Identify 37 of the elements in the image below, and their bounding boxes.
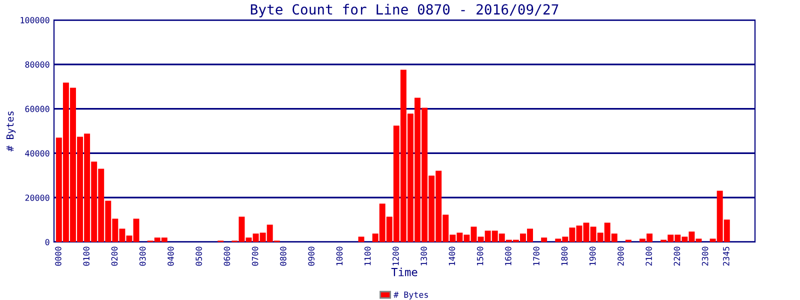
x-tick-label: 1000 — [336, 246, 343, 266]
y-tick-label: 80000 — [25, 61, 50, 68]
y-tick-label: 100000 — [20, 17, 50, 24]
y-tick-label: 40000 — [25, 150, 50, 157]
x-tick-label: 0900 — [308, 246, 314, 266]
x-tick-label: 1400 — [448, 246, 456, 266]
x-tick-label: 0000 — [55, 246, 62, 266]
x-tick-label: 0500 — [196, 246, 202, 266]
x-tick-label: 1200 — [392, 246, 399, 266]
x-tick-label: 1900 — [589, 246, 596, 266]
x-tick-label: 0100 — [83, 246, 90, 266]
x-tick-label: 2100 — [646, 246, 652, 266]
x-tick-label: 2345 — [723, 246, 730, 266]
x-tick-label: 2300 — [702, 246, 708, 266]
chart-title: Byte Count for Line 0870 - 2016/09/27 — [250, 4, 558, 18]
y-tick-label: 0 — [45, 239, 50, 246]
legend-label: # Bytes — [394, 292, 428, 300]
x-tick-label: 0600 — [224, 246, 230, 266]
x-tick-label: 1600 — [505, 246, 512, 266]
x-tick-label: 1500 — [476, 246, 484, 266]
y-axis-title: # Bytes — [6, 111, 16, 152]
x-tick-label: 1800 — [561, 246, 568, 266]
x-tick-label: 0700 — [252, 246, 258, 266]
bar — [541, 238, 548, 242]
x-axis-title: Time — [391, 268, 418, 276]
x-tick-label: 2200 — [674, 246, 680, 266]
x-tick-label: 0300 — [139, 246, 146, 266]
x-tick-label: 2000 — [618, 246, 624, 266]
bar — [358, 236, 364, 242]
x-tick-label: 1300 — [420, 246, 427, 266]
y-tick-label: 60000 — [25, 106, 50, 112]
x-tick-label: 0800 — [280, 246, 286, 266]
x-tick-label: 1700 — [533, 246, 540, 266]
x-tick-label: 1100 — [364, 246, 371, 266]
x-tick-label: 0400 — [168, 246, 174, 266]
y-tick-label: 20000 — [25, 194, 50, 201]
x-tick-label: 0200 — [111, 246, 118, 266]
